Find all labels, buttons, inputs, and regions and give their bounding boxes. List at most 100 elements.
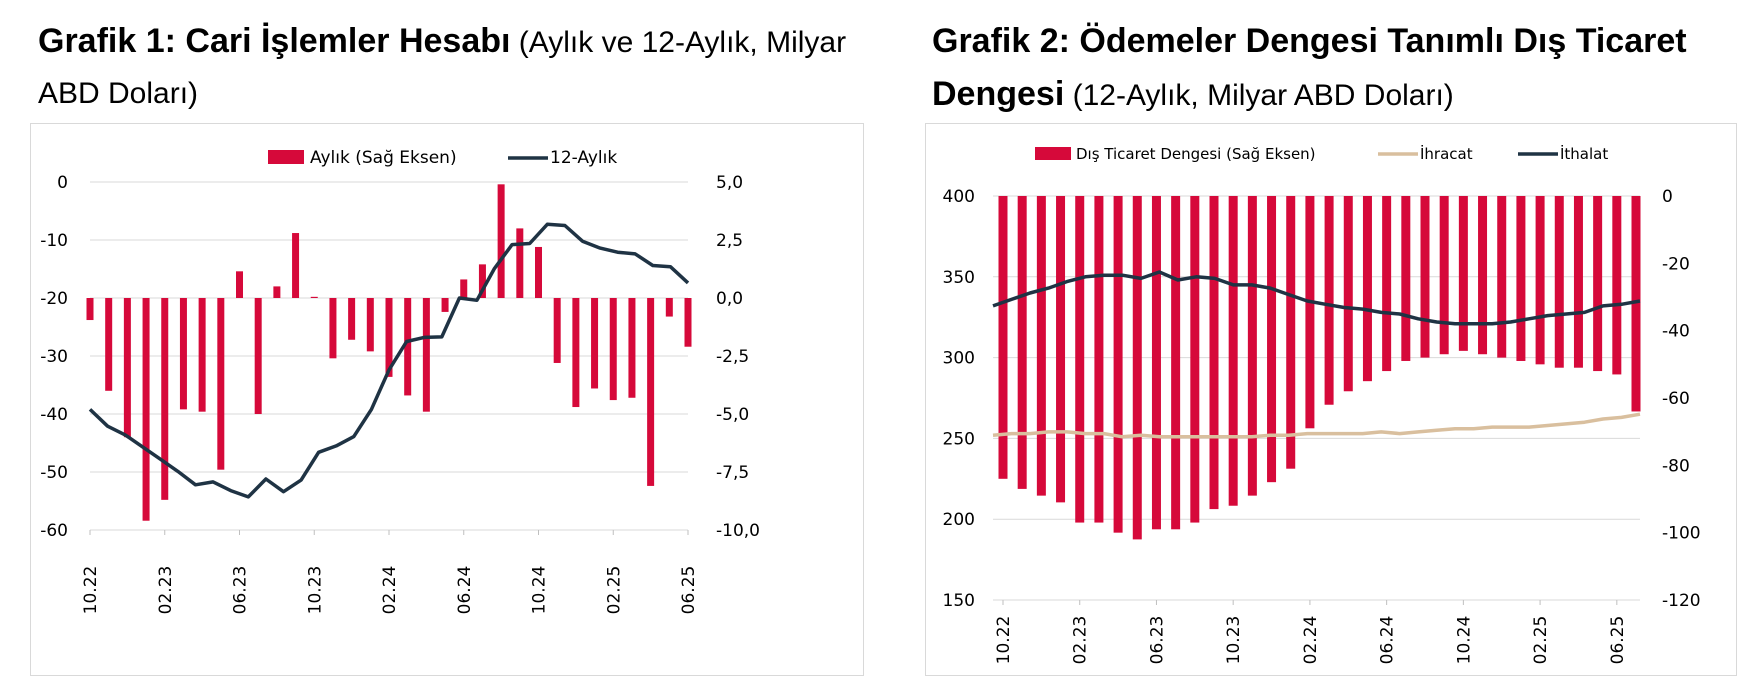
x-axis-tick-label: 02.23 (156, 566, 176, 615)
bar-monthly (516, 228, 524, 298)
right-axis-tick-label: -5,0 (716, 405, 749, 425)
bar-monthly (665, 298, 673, 317)
left-axis-tick-label: 250 (943, 429, 975, 449)
bar-monthly (535, 246, 542, 298)
x-axis-tick-label: 10.24 (1454, 616, 1474, 665)
bar-trade-balance (1497, 196, 1507, 358)
bar-monthly (385, 298, 393, 377)
right-axis-tick-label: 5,0 (716, 173, 743, 193)
bar-trade-balance (1267, 196, 1277, 483)
bar-monthly (236, 271, 243, 298)
bar-trade-balance (1458, 196, 1468, 351)
x-axis-tick-label: 02.24 (1301, 616, 1321, 665)
legend-bar-label: Dış Ticaret Dengesi (Sağ Eksen) (1076, 145, 1316, 163)
chart1-title: Grafik 1: Cari İşlemler Hesabı (Aylık ve… (38, 18, 878, 122)
x-axis-tick-label: 06.23 (231, 566, 251, 615)
left-axis-tick-label: -60 (40, 521, 68, 541)
x-axis-tick-label: 10.22 (994, 616, 1014, 665)
right-axis-tick-label: -40 (1662, 322, 1690, 342)
bar-trade-balance (998, 196, 1008, 479)
left-axis-tick-label: 300 (943, 349, 975, 369)
bar-monthly (254, 298, 262, 414)
bar-monthly (460, 279, 468, 298)
x-axis-tick-label: 10.23 (1224, 616, 1244, 665)
bar-trade-balance (1382, 196, 1392, 372)
legend-line-label: 12-Aylık (550, 148, 617, 168)
x-axis-tick-label: 02.25 (604, 566, 624, 615)
left-axis-tick-label: -10 (40, 231, 68, 251)
bar-trade-balance (1056, 196, 1066, 503)
left-axis-tick-label: 350 (943, 268, 975, 288)
x-axis-tick-label: 10.23 (305, 566, 325, 615)
bar-trade-balance (1075, 196, 1085, 523)
x-axis-tick-label: 06.25 (679, 566, 699, 615)
bar-monthly (684, 298, 692, 347)
right-axis-tick-label: 0 (1662, 187, 1673, 207)
x-axis-tick-label: 06.24 (1378, 616, 1398, 665)
bar-monthly (142, 298, 150, 521)
bar-trade-balance (1017, 196, 1027, 489)
right-axis-tick-label: -7,5 (716, 463, 749, 483)
bar-monthly (647, 298, 655, 486)
bar-trade-balance (1535, 196, 1545, 365)
right-axis-tick-label: -60 (1662, 389, 1690, 409)
x-axis-tick-label: 06.23 (1147, 616, 1167, 665)
legend-exports-label: İhracat (1420, 144, 1473, 163)
line-12-month (88, 222, 690, 499)
bar-trade-balance (1151, 196, 1161, 530)
chart2-title-subtitle: (12-Aylık, Milyar ABD Doları) (1064, 79, 1454, 112)
chart1-title-bold: Grafik 1: Cari İşlemler Hesabı (38, 22, 511, 60)
left-axis-tick-label: -30 (40, 347, 68, 367)
bar-trade-balance (1612, 196, 1622, 375)
bar-trade-balance (1190, 196, 1200, 523)
left-axis-tick-label: -40 (40, 405, 68, 425)
bar-trade-balance (1324, 196, 1334, 405)
bar-monthly (609, 298, 617, 401)
chart1-frame (30, 123, 864, 676)
bar-trade-balance (1228, 196, 1238, 506)
bar-monthly (478, 264, 486, 298)
bar-monthly (86, 298, 94, 321)
bar-trade-balance (1554, 196, 1564, 368)
x-axis-tick-label: 06.24 (455, 566, 475, 615)
right-axis-tick-label: -20 (1662, 254, 1690, 274)
left-axis-tick-label: 200 (943, 510, 975, 530)
left-axis-tick-label: 0 (57, 173, 68, 193)
bar-trade-balance (1420, 196, 1430, 358)
left-axis-tick-label: 150 (943, 591, 975, 611)
bar-trade-balance (1247, 196, 1257, 496)
bar-monthly (404, 298, 412, 396)
bar-monthly (441, 298, 449, 312)
bar-monthly (310, 296, 318, 298)
bar-trade-balance (1343, 196, 1353, 392)
x-axis-tick-label: 10.22 (81, 566, 101, 615)
bar-trade-balance (1631, 196, 1641, 412)
bar-trade-balance (1094, 196, 1104, 523)
bar-monthly (553, 298, 561, 363)
legend-bar-swatch (268, 150, 304, 164)
chart2-title-bold: Grafik 2: Ödemeler Dengesi Tanımlı Dış T… (932, 22, 1687, 113)
x-axis-tick-label: 02.24 (380, 566, 400, 615)
right-axis-tick-label: 2,5 (716, 231, 743, 251)
bar-trade-balance (1286, 196, 1296, 469)
bar-trade-balance (1593, 196, 1603, 372)
bar-trade-balance (1171, 196, 1181, 530)
bar-monthly (348, 298, 356, 340)
right-axis-tick-label: -10,0 (716, 521, 760, 541)
bar-monthly (422, 298, 430, 412)
legend-bar-swatch (1035, 147, 1071, 160)
bar-monthly (198, 298, 206, 412)
bar-monthly (329, 298, 337, 359)
right-axis-tick-label: 0,0 (716, 289, 743, 309)
line-imports (992, 270, 1641, 326)
bar-trade-balance (1516, 196, 1526, 361)
left-axis-tick-label: -20 (40, 289, 68, 309)
right-axis-tick-label: -80 (1662, 456, 1690, 476)
bar-trade-balance (1439, 196, 1449, 355)
chart2-title: Grafik 2: Ödemeler Dengesi Tanımlı Dış T… (932, 18, 1732, 124)
legend-imports-label: İthalat (1560, 144, 1608, 163)
chart1-title-subtitle: (Aylık ve 12-Aylık, Milyar ABD Doları) (38, 26, 847, 110)
bar-trade-balance (1209, 196, 1219, 510)
